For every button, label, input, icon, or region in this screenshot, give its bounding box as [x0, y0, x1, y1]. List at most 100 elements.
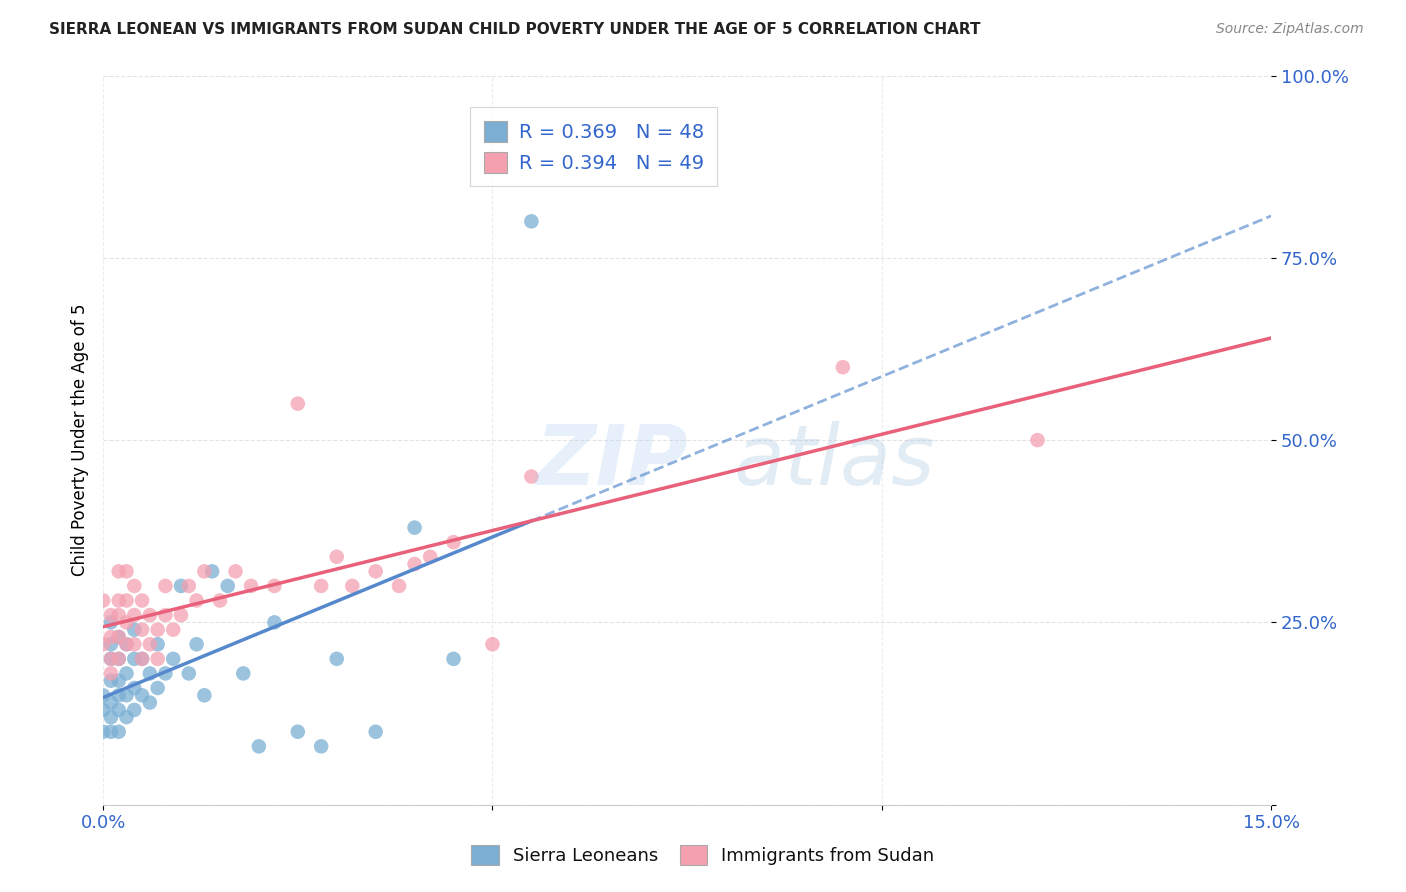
Point: [131, 688, 153, 702]
Point: [107, 565, 129, 579]
Point: [100, 608, 122, 623]
Point: [177, 579, 200, 593]
Point: [107, 652, 129, 666]
Legend: R = 0.369   N = 48, R = 0.394   N = 49: R = 0.369 N = 48, R = 0.394 N = 49: [470, 107, 717, 186]
Point: [115, 593, 138, 607]
Point: [146, 637, 169, 651]
Point: [170, 579, 193, 593]
Point: [100, 637, 122, 651]
Point: [247, 739, 270, 754]
Point: [115, 565, 138, 579]
Point: [139, 637, 162, 651]
Point: [155, 666, 177, 681]
Point: [224, 565, 246, 579]
Point: [325, 652, 347, 666]
Point: [325, 549, 347, 564]
Point: [107, 593, 129, 607]
Point: [388, 579, 411, 593]
Point: [1026, 433, 1049, 447]
Text: ZIP: ZIP: [536, 422, 688, 502]
Point: [162, 623, 184, 637]
Point: [131, 652, 153, 666]
Point: [309, 579, 332, 593]
Point: [481, 637, 503, 651]
Point: [404, 520, 426, 534]
Point: [287, 397, 309, 411]
Point: [201, 565, 224, 579]
Point: [193, 688, 215, 702]
Y-axis label: Child Poverty Under the Age of 5: Child Poverty Under the Age of 5: [72, 304, 89, 576]
Point: [91, 688, 114, 702]
Point: [100, 710, 122, 724]
Point: [131, 623, 153, 637]
Point: [100, 666, 122, 681]
Point: [146, 623, 169, 637]
Point: [309, 739, 332, 754]
Point: [124, 579, 146, 593]
Point: [139, 696, 162, 710]
Point: [100, 696, 122, 710]
Point: [186, 593, 208, 607]
Point: [124, 681, 146, 695]
Text: SIERRA LEONEAN VS IMMIGRANTS FROM SUDAN CHILD POVERTY UNDER THE AGE OF 5 CORRELA: SIERRA LEONEAN VS IMMIGRANTS FROM SUDAN …: [49, 22, 981, 37]
Point: [107, 652, 129, 666]
Point: [107, 703, 129, 717]
Point: [115, 637, 138, 651]
Point: [139, 666, 162, 681]
Point: [232, 666, 254, 681]
Point: [100, 673, 122, 688]
Point: [263, 579, 285, 593]
Point: [177, 666, 200, 681]
Point: [155, 579, 177, 593]
Point: [107, 630, 129, 644]
Point: [443, 535, 465, 549]
Point: [263, 615, 285, 630]
Point: [91, 703, 114, 717]
Point: [170, 608, 193, 623]
Point: [100, 652, 122, 666]
Point: [107, 608, 129, 623]
Point: [91, 637, 114, 651]
Point: [364, 565, 387, 579]
Point: [162, 652, 184, 666]
Point: [240, 579, 263, 593]
Point: [115, 688, 138, 702]
Point: [139, 608, 162, 623]
Point: [193, 565, 215, 579]
Point: [146, 652, 169, 666]
Point: [404, 557, 426, 571]
Point: [124, 703, 146, 717]
Point: [146, 681, 169, 695]
Point: [831, 360, 853, 375]
Text: atlas: atlas: [734, 422, 935, 502]
Point: [443, 652, 465, 666]
Point: [364, 724, 387, 739]
Point: [131, 593, 153, 607]
Point: [115, 615, 138, 630]
Point: [131, 652, 153, 666]
Point: [124, 652, 146, 666]
Point: [107, 724, 129, 739]
Point: [124, 608, 146, 623]
Point: [100, 615, 122, 630]
Point: [124, 623, 146, 637]
Point: [155, 608, 177, 623]
Point: [100, 724, 122, 739]
Point: [115, 666, 138, 681]
Point: [287, 724, 309, 739]
Point: [107, 630, 129, 644]
Point: [520, 214, 543, 228]
Point: [107, 673, 129, 688]
Point: [100, 652, 122, 666]
Point: [91, 724, 114, 739]
Point: [419, 549, 441, 564]
Text: Source: ZipAtlas.com: Source: ZipAtlas.com: [1216, 22, 1364, 37]
Point: [91, 593, 114, 607]
Point: [124, 637, 146, 651]
Point: [520, 469, 543, 483]
Point: [115, 710, 138, 724]
Point: [115, 637, 138, 651]
Point: [107, 688, 129, 702]
Point: [342, 579, 364, 593]
Point: [208, 593, 231, 607]
